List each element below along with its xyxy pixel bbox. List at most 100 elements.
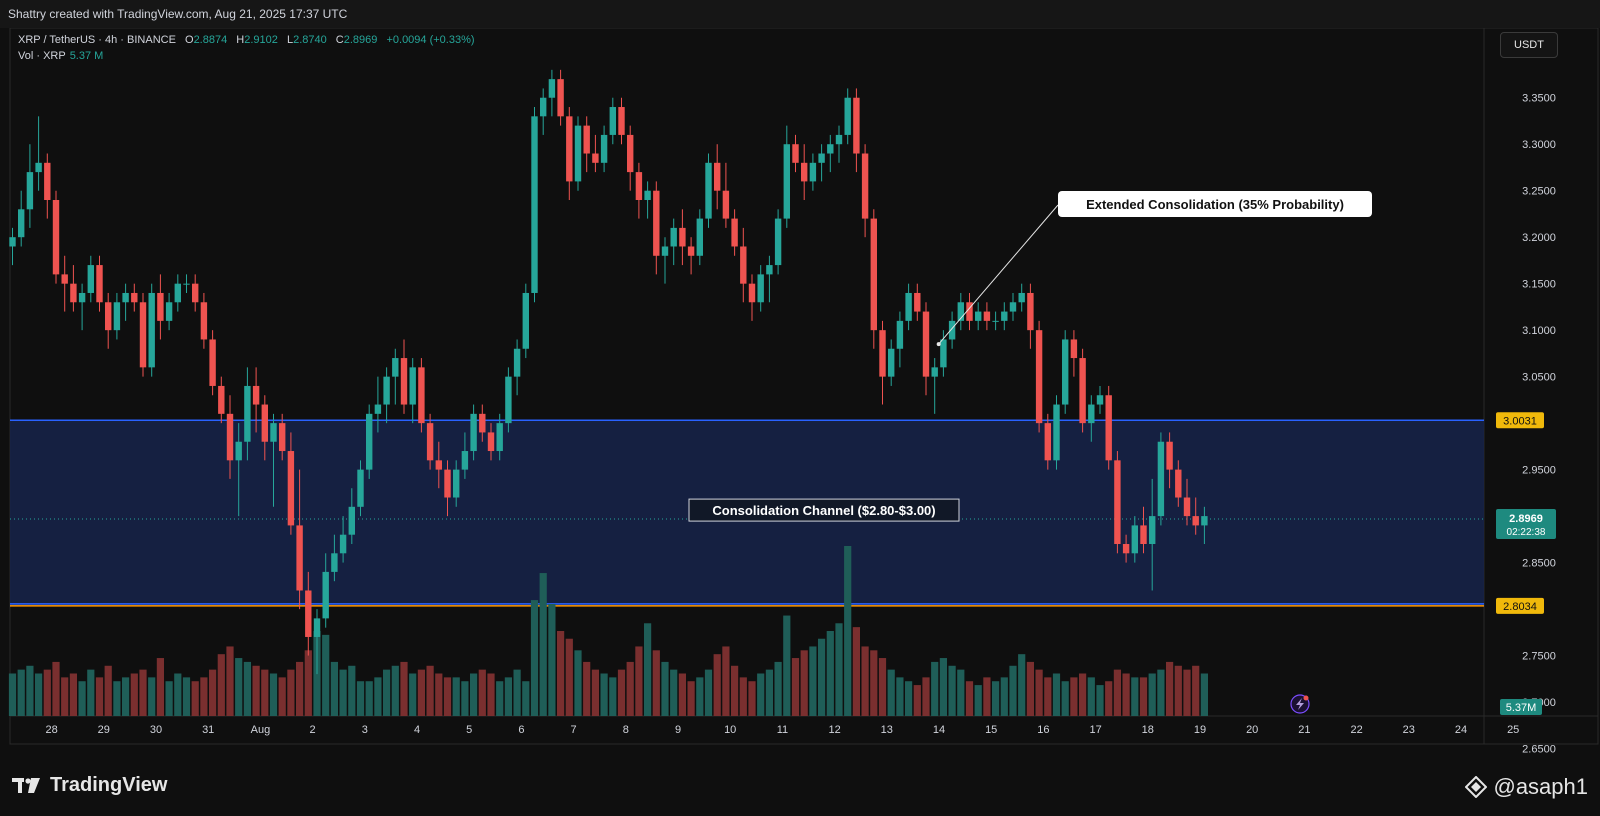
candle-body[interactable] [679, 227, 686, 247]
candle-body[interactable] [470, 413, 477, 452]
candle-body[interactable] [940, 339, 947, 368]
candle-body[interactable] [513, 348, 521, 377]
candle-body[interactable] [496, 423, 503, 452]
candle-body[interactable] [1122, 544, 1130, 554]
candle-body[interactable] [1018, 292, 1025, 303]
candle-body[interactable] [235, 441, 242, 461]
candle-body[interactable] [348, 506, 355, 535]
callout-box[interactable] [1058, 191, 1372, 217]
candle-body[interactable] [87, 265, 94, 293]
candle-body[interactable] [740, 246, 747, 284]
candle-body[interactable] [44, 162, 51, 200]
candle-body[interactable] [444, 469, 451, 498]
candle-body[interactable] [1192, 516, 1199, 526]
candle-body[interactable] [888, 348, 895, 377]
candle-body[interactable] [1070, 339, 1078, 359]
candle-body[interactable] [244, 385, 251, 442]
candle-body[interactable] [1175, 469, 1182, 498]
candle-body[interactable] [1053, 404, 1060, 461]
candle-body[interactable] [200, 302, 208, 340]
candle-body[interactable] [1009, 302, 1017, 312]
candle-body[interactable] [165, 302, 173, 321]
candle-body[interactable] [26, 172, 34, 210]
candle-body[interactable] [931, 367, 938, 377]
candle-body[interactable] [948, 320, 956, 340]
candle-body[interactable] [383, 376, 390, 405]
candle-body[interactable] [870, 218, 877, 331]
candle-body[interactable] [592, 153, 599, 163]
symbol-label[interactable]: XRP / TetherUS · 4h · BINANCE [18, 34, 176, 46]
candle-body[interactable] [1114, 460, 1121, 544]
candle-body[interactable] [418, 367, 425, 424]
candle-body[interactable] [722, 190, 730, 219]
candle-body[interactable] [322, 571, 329, 619]
candle-body[interactable] [287, 451, 295, 526]
candle-body[interactable] [861, 153, 869, 219]
candle-body[interactable] [966, 302, 973, 321]
candle-body[interactable] [531, 116, 538, 293]
candle-body[interactable] [522, 292, 529, 349]
candle-body[interactable] [644, 190, 651, 200]
candle-body[interactable] [122, 292, 129, 303]
candle-body[interactable] [400, 358, 408, 405]
candle-body[interactable] [1140, 525, 1147, 544]
candle-body[interactable] [618, 107, 625, 135]
candle-body[interactable] [540, 97, 547, 117]
candle-body[interactable] [374, 404, 382, 414]
candle-body[interactable] [748, 283, 756, 303]
candle-body[interactable] [992, 320, 999, 322]
candle-body[interactable] [183, 283, 190, 285]
candle-body[interactable] [139, 302, 147, 368]
candle-body[interactable] [600, 134, 608, 163]
candle-body[interactable] [157, 292, 164, 321]
candle-body[interactable] [61, 274, 68, 284]
candle-body[interactable] [914, 292, 921, 312]
candle-body[interactable] [148, 292, 155, 368]
candle-body[interactable] [853, 97, 860, 154]
candle-body[interactable] [113, 302, 121, 331]
candle-body[interactable] [279, 423, 286, 452]
candle-body[interactable] [757, 274, 764, 303]
candle-body[interactable] [1096, 395, 1104, 405]
candle-body[interactable] [331, 553, 338, 572]
candle-body[interactable] [653, 190, 660, 256]
price-chart[interactable]: 3.40003.35003.30003.25003.20003.15003.10… [0, 28, 1600, 758]
candle-body[interactable] [35, 162, 42, 173]
candle-body[interactable] [844, 97, 851, 135]
candle-body[interactable] [1079, 358, 1086, 424]
candle-body[interactable] [218, 385, 225, 414]
candle-body[interactable] [1035, 330, 1043, 424]
candle-body[interactable] [1027, 292, 1034, 331]
candle-body[interactable] [905, 292, 912, 321]
candle-body[interactable] [1105, 395, 1112, 461]
candle-body[interactable] [392, 358, 399, 377]
candle-body[interactable] [1166, 441, 1173, 470]
candle-body[interactable] [1201, 516, 1208, 526]
candle-body[interactable] [409, 367, 416, 405]
candle-body[interactable] [1183, 497, 1191, 517]
candle-body[interactable] [792, 144, 799, 163]
candle-body[interactable] [635, 172, 643, 200]
candle-body[interactable] [627, 134, 634, 173]
candle-body[interactable] [957, 302, 964, 321]
candle-body[interactable] [313, 618, 321, 637]
candle-body[interactable] [687, 246, 695, 256]
candle-body[interactable] [192, 283, 199, 303]
candle-body[interactable] [487, 432, 495, 452]
chart-frame[interactable]: 3.40003.35003.30003.25003.20003.15003.10… [0, 28, 1600, 758]
plot-area[interactable] [10, 28, 1484, 716]
candle-body[interactable] [1149, 516, 1156, 544]
candle-body[interactable] [548, 79, 556, 98]
candle-body[interactable] [296, 525, 303, 591]
candle-body[interactable] [983, 311, 991, 321]
candle-body[interactable] [1131, 525, 1138, 554]
candle-body[interactable] [357, 469, 364, 507]
candle-body[interactable] [1001, 311, 1008, 321]
candle-body[interactable] [774, 218, 782, 266]
candle-body[interactable] [9, 237, 16, 247]
currency-button[interactable]: USDT [1500, 32, 1558, 58]
candle-body[interactable] [131, 292, 138, 303]
candle-body[interactable] [609, 107, 616, 135]
candle-body[interactable] [705, 162, 712, 219]
tradingview-logo[interactable]: TradingView [12, 774, 167, 797]
